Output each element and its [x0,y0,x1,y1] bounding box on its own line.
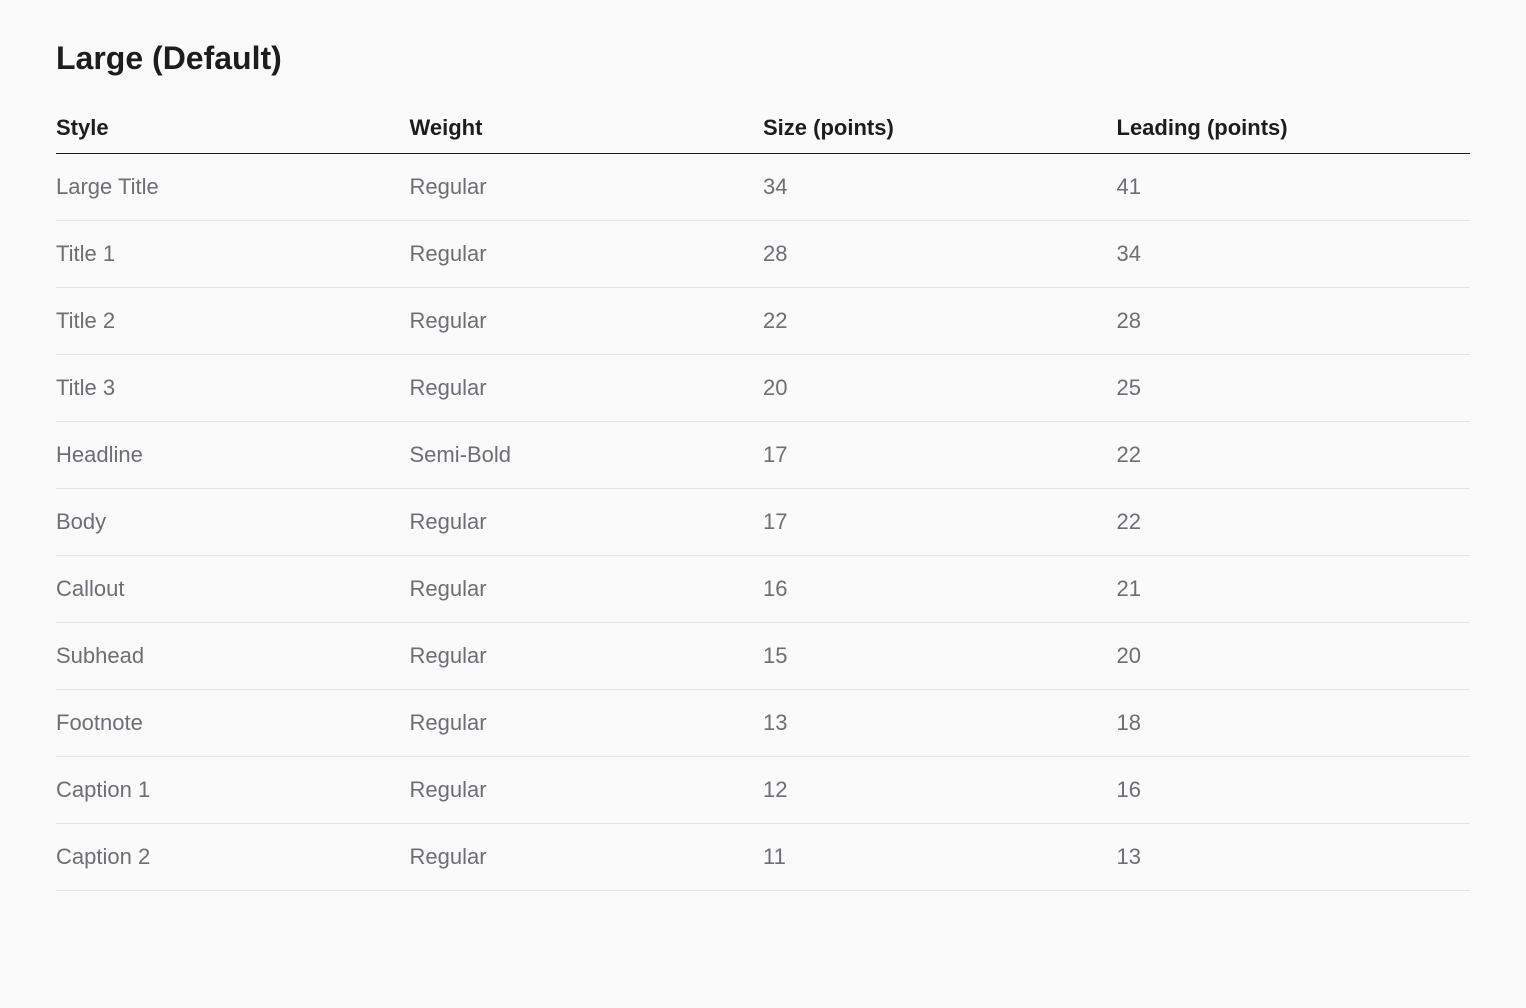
cell-size: 28 [763,221,1117,288]
cell-weight: Regular [410,288,764,355]
cell-size: 34 [763,154,1117,221]
cell-style: Title 3 [56,355,410,422]
cell-leading: 20 [1117,623,1471,690]
cell-style: Title 2 [56,288,410,355]
cell-weight: Regular [410,154,764,221]
cell-leading: 25 [1117,355,1471,422]
cell-style: Callout [56,556,410,623]
cell-leading: 18 [1117,690,1471,757]
table-row: Footnote Regular 13 18 [56,690,1470,757]
cell-weight: Regular [410,355,764,422]
cell-style: Caption 1 [56,757,410,824]
table-row: Title 2 Regular 22 28 [56,288,1470,355]
cell-style: Caption 2 [56,824,410,891]
cell-leading: 21 [1117,556,1471,623]
cell-size: 11 [763,824,1117,891]
table-row: Body Regular 17 22 [56,489,1470,556]
cell-size: 22 [763,288,1117,355]
cell-weight: Regular [410,489,764,556]
cell-size: 13 [763,690,1117,757]
cell-weight: Regular [410,623,764,690]
cell-style: Large Title [56,154,410,221]
cell-style: Footnote [56,690,410,757]
table-row: Title 3 Regular 20 25 [56,355,1470,422]
cell-style: Headline [56,422,410,489]
cell-style: Body [56,489,410,556]
cell-weight: Regular [410,221,764,288]
cell-style: Title 1 [56,221,410,288]
typography-table: Style Weight Size (points) Leading (poin… [56,105,1470,891]
column-header-size: Size (points) [763,105,1117,154]
table-row: Caption 1 Regular 12 16 [56,757,1470,824]
cell-leading: 13 [1117,824,1471,891]
cell-size: 20 [763,355,1117,422]
cell-leading: 41 [1117,154,1471,221]
cell-leading: 34 [1117,221,1471,288]
cell-weight: Regular [410,757,764,824]
cell-size: 17 [763,489,1117,556]
cell-leading: 22 [1117,422,1471,489]
cell-style: Subhead [56,623,410,690]
table-row: Subhead Regular 15 20 [56,623,1470,690]
table-row: Title 1 Regular 28 34 [56,221,1470,288]
cell-weight: Regular [410,556,764,623]
cell-size: 17 [763,422,1117,489]
table-row: Callout Regular 16 21 [56,556,1470,623]
cell-weight: Semi-Bold [410,422,764,489]
cell-size: 12 [763,757,1117,824]
page-title: Large (Default) [56,40,1470,77]
table-row: Caption 2 Regular 11 13 [56,824,1470,891]
cell-weight: Regular [410,824,764,891]
table-body: Large Title Regular 34 41 Title 1 Regula… [56,154,1470,891]
cell-weight: Regular [410,690,764,757]
column-header-leading: Leading (points) [1117,105,1471,154]
column-header-style: Style [56,105,410,154]
cell-leading: 28 [1117,288,1471,355]
cell-leading: 16 [1117,757,1471,824]
table-header-row: Style Weight Size (points) Leading (poin… [56,105,1470,154]
table-row: Headline Semi-Bold 17 22 [56,422,1470,489]
cell-leading: 22 [1117,489,1471,556]
cell-size: 16 [763,556,1117,623]
table-row: Large Title Regular 34 41 [56,154,1470,221]
cell-size: 15 [763,623,1117,690]
column-header-weight: Weight [410,105,764,154]
